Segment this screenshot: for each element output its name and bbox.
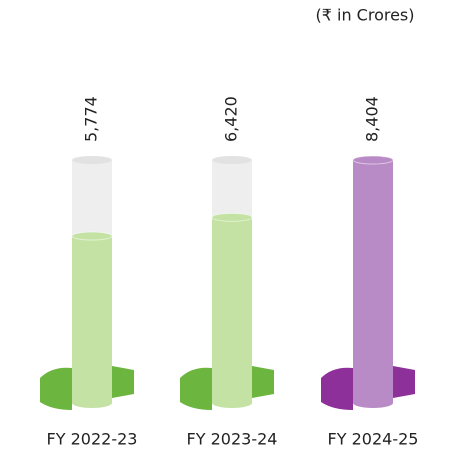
base-right [112, 366, 134, 398]
chart-subtitle: (₹ in Crores) [315, 6, 414, 25]
bar-bottom [353, 398, 393, 408]
bar-bottom [212, 398, 252, 408]
base-right [393, 366, 415, 398]
bar-top [72, 232, 112, 240]
bar [72, 236, 112, 403]
value-label: 8,404 [363, 96, 382, 142]
bar-top [353, 156, 393, 164]
x-tick-label: FY 2024-25 [328, 430, 419, 449]
value-label: 5,774 [82, 96, 101, 142]
value-label: 6,420 [222, 96, 241, 142]
base-left [40, 368, 72, 410]
x-tick-label: FY 2022-23 [47, 430, 138, 449]
bar [353, 160, 393, 403]
bar-bottom [72, 398, 112, 408]
bar-top [212, 213, 252, 221]
base-left [321, 368, 353, 410]
bar [212, 217, 252, 403]
x-tick-label: FY 2023-24 [187, 430, 278, 449]
base-left [180, 368, 212, 410]
tube-top [72, 156, 112, 164]
base-right [252, 366, 274, 398]
chart: (₹ in Crores) 5,774 FY 2022-23 6,420 FY 202… [0, 0, 452, 452]
tube-top [212, 156, 252, 164]
